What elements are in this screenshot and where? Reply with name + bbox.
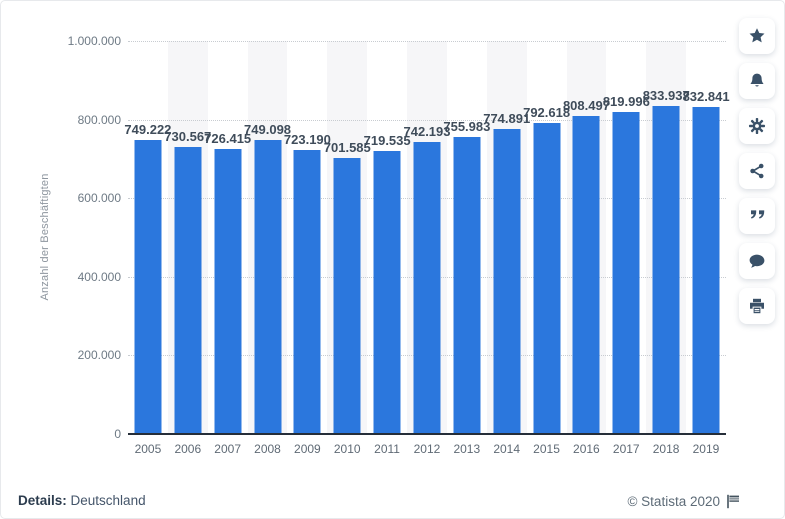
- y-tick-label: 600.000: [77, 191, 121, 206]
- bar-value-label: 723.190: [283, 131, 331, 147]
- bar-value-label: 701.585: [323, 140, 371, 156]
- bar-value-label: 832.841: [682, 88, 730, 104]
- x-tick-label: 2016: [573, 442, 600, 456]
- y-axis: 0 200.000 400.000 600.000 800.000 1.000.000: [1, 34, 121, 441]
- print-button[interactable]: [739, 288, 775, 324]
- x-tick-label: 2013: [453, 442, 481, 456]
- bar[interactable]: [293, 149, 321, 434]
- action-toolbar: [739, 18, 775, 333]
- favorite-button[interactable]: [739, 18, 775, 54]
- x-tick-label: 2015: [533, 442, 560, 456]
- x-tick-label: 2017: [612, 442, 640, 456]
- x-tick-label: 2018: [652, 442, 680, 456]
- quote-icon: [751, 210, 765, 219]
- alert-button[interactable]: [739, 63, 775, 99]
- bar[interactable]: [493, 129, 521, 434]
- bar[interactable]: [652, 106, 680, 434]
- bar[interactable]: [174, 146, 202, 434]
- x-tick-label: 2019: [692, 442, 720, 456]
- y-tick-label: 1.000.000: [67, 34, 121, 48]
- bar-value-label: 774.891: [483, 111, 531, 127]
- x-tick-label: 2006: [174, 442, 202, 456]
- comment-icon: [749, 254, 765, 268]
- plot-area: 749.222 730.567 726.415 749.098 723.190 701.5…: [124, 41, 730, 435]
- bar-value-label: 808.497: [562, 98, 610, 114]
- x-tick-label: 2010: [333, 442, 361, 456]
- bar[interactable]: [453, 136, 481, 434]
- cite-button[interactable]: [739, 198, 775, 234]
- y-tick-label: 800.000: [77, 112, 121, 127]
- copyright-row: © Statista 2020: [627, 494, 740, 509]
- details-row: Details: Deutschland: [18, 493, 146, 508]
- bar-value-label: 749.222: [124, 121, 172, 137]
- x-tick-label: 2009: [294, 442, 321, 456]
- settings-button[interactable]: [739, 108, 775, 144]
- y-tick-label: 0: [114, 427, 121, 441]
- share-icon: [750, 163, 764, 179]
- x-tick-label: 2011: [374, 442, 400, 456]
- bar[interactable]: [134, 139, 162, 434]
- share-button[interactable]: [739, 153, 775, 189]
- bar-value-label: 726.415: [204, 130, 252, 146]
- y-tick-label: 400.000: [77, 269, 121, 284]
- bar[interactable]: [254, 139, 282, 434]
- bar-value-label: 742.193: [403, 124, 451, 140]
- printer-icon: [750, 298, 764, 314]
- bar[interactable]: [612, 111, 640, 434]
- x-axis-labels: 2005 2006 2007 2008 2009 2010 2011 2012 2013 2014…: [128, 442, 726, 458]
- bar-value-label: 755.983: [443, 118, 491, 134]
- bell-icon: [750, 73, 764, 87]
- flag-icon[interactable]: [726, 494, 740, 509]
- bar[interactable]: [413, 142, 441, 434]
- bar-value-label: 749.098: [244, 121, 292, 137]
- bar[interactable]: [533, 122, 561, 434]
- bar-value-label: 833.937: [642, 88, 690, 104]
- x-tick-label: 2014: [493, 442, 521, 456]
- bar[interactable]: [572, 116, 600, 434]
- details-label: Details:: [18, 493, 67, 508]
- star-icon: [749, 28, 765, 43]
- details-value: Deutschland: [66, 493, 146, 508]
- x-axis-line: [128, 433, 726, 435]
- bar-value-label: 819.996: [602, 93, 650, 109]
- gear-icon: [749, 118, 765, 134]
- copyright-text: © Statista 2020: [627, 494, 720, 509]
- gridline: [128, 41, 726, 42]
- bar-value-label: 792.618: [523, 104, 571, 120]
- x-tick-label: 2007: [214, 442, 241, 456]
- gridline: [128, 119, 726, 121]
- x-tick-label: 2012: [413, 442, 441, 456]
- bar[interactable]: [214, 148, 242, 434]
- bar-value-label: 730.567: [164, 128, 212, 144]
- x-tick-label: 2008: [254, 442, 281, 456]
- bar-value-label: 719.535: [363, 133, 411, 149]
- bar[interactable]: [373, 151, 401, 434]
- x-tick-label: 2005: [134, 442, 162, 456]
- y-tick-label: 200.000: [77, 348, 121, 363]
- bar[interactable]: [333, 158, 361, 434]
- comment-button[interactable]: [739, 243, 775, 279]
- bar[interactable]: [692, 106, 720, 434]
